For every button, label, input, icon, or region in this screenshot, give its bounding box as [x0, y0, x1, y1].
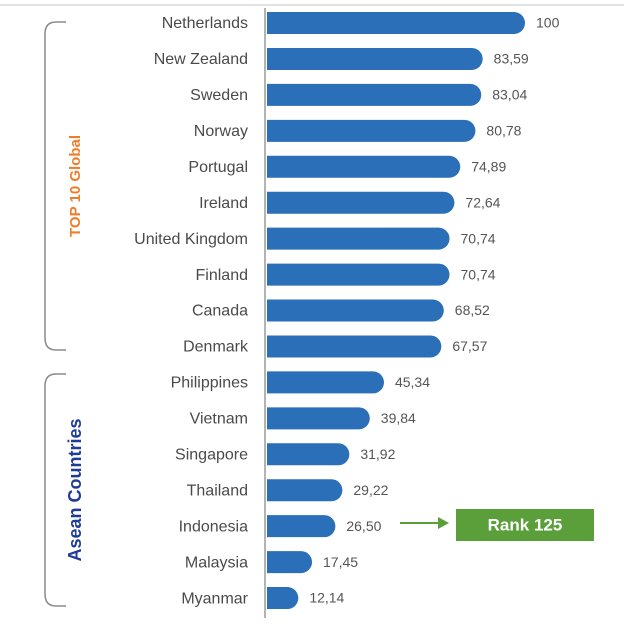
category-label: Thailand: [187, 482, 248, 499]
value-label: 83,59: [494, 51, 529, 67]
bar: [267, 227, 450, 250]
category-label: Malaysia: [185, 554, 248, 571]
bar: [267, 335, 442, 358]
category-label: Finland: [196, 267, 248, 284]
annotation-label: Rank 125: [488, 515, 563, 534]
category-label: New Zealand: [154, 51, 248, 68]
bar: [267, 263, 450, 286]
bar: [267, 299, 444, 322]
value-label: 26,50: [346, 518, 381, 534]
bar: [267, 155, 461, 178]
bar: [267, 12, 525, 34]
bar: [267, 479, 343, 502]
value-label: 100: [536, 15, 560, 31]
category-label: Portugal: [188, 159, 248, 176]
category-label: Sweden: [190, 87, 248, 104]
category-label: Ireland: [199, 195, 248, 212]
category-label: Indonesia: [179, 518, 248, 535]
annotation-box: [456, 509, 594, 541]
value-label: 31,92: [360, 446, 395, 462]
value-label: 80,78: [486, 123, 521, 139]
category-label: Norway: [194, 123, 248, 140]
bar: [267, 191, 455, 214]
value-label: 29,22: [353, 482, 388, 498]
value-label: 67,57: [452, 338, 487, 354]
bar: [267, 515, 336, 538]
category-label: Myanmar: [181, 590, 248, 607]
value-label: 45,34: [395, 374, 430, 390]
annotation-arrowhead: [438, 517, 449, 529]
category-label: Singapore: [175, 446, 248, 463]
bar: [267, 587, 299, 610]
category-label: Netherlands: [162, 15, 248, 32]
value-label: 12,14: [309, 590, 344, 606]
value-label: 68,52: [455, 302, 490, 318]
bar: [267, 371, 384, 394]
group-label: Asean Countries: [65, 418, 85, 561]
bar: [267, 551, 313, 574]
value-label: 17,45: [323, 554, 358, 570]
category-label: Canada: [192, 303, 248, 320]
bar: [267, 83, 482, 106]
value-label: 70,74: [461, 266, 496, 282]
group-bracket: [44, 21, 66, 351]
group-bracket: [44, 373, 66, 607]
bar: [267, 443, 350, 466]
value-label: 70,74: [461, 230, 496, 246]
bar: [267, 119, 476, 142]
value-label: 39,84: [381, 410, 416, 426]
category-label: United Kingdom: [134, 231, 248, 248]
category-label: Vietnam: [190, 411, 248, 428]
value-label: 83,04: [492, 87, 527, 103]
bar: [267, 47, 483, 70]
value-label: 72,64: [465, 194, 500, 210]
category-label: Denmark: [183, 339, 249, 356]
group-label: TOP 10 Global: [67, 135, 84, 237]
bar: [267, 407, 370, 430]
category-label: Philippines: [171, 375, 248, 392]
value-label: 74,89: [471, 158, 506, 174]
